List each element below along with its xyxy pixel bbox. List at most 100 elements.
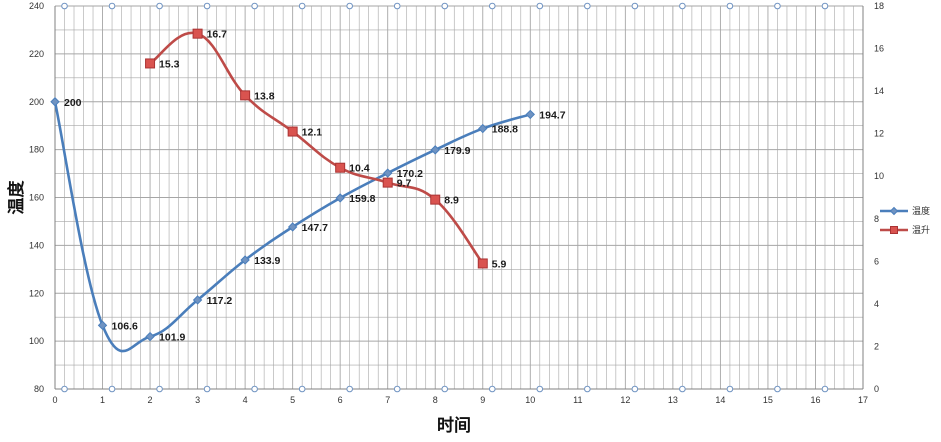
data-label: 117.2	[207, 295, 233, 307]
data-point	[287, 222, 298, 232]
data-point	[240, 90, 251, 101]
data-point	[430, 145, 440, 155]
legend-label: 温升	[912, 225, 930, 235]
data-point	[287, 126, 298, 137]
bottom-edge-marker	[726, 385, 734, 393]
data-label: 188.8	[492, 124, 518, 136]
axes: 0 1 2 3 4 5 6 7 8 9 10 11 12 13 14 15 16 1780100120140160…	[29, 1, 884, 405]
top-edge-marker	[441, 2, 449, 10]
data-point	[525, 109, 536, 120]
y2-tick-label: 14	[874, 86, 884, 96]
y-tick-label: 100	[29, 336, 44, 346]
y-tick-label: 80	[34, 384, 44, 394]
data-point	[382, 177, 393, 188]
bottom-edge-marker	[393, 385, 401, 393]
y-axis-title: 温度	[6, 180, 27, 215]
x-tick-label: 8	[433, 395, 438, 405]
x-tick-label: 1	[100, 395, 105, 405]
data-label: 5.9	[492, 258, 507, 270]
top-edge-marker	[774, 2, 781, 10]
data-point	[430, 194, 441, 205]
top-edge-marker	[108, 2, 116, 10]
bottom-edge-marker	[298, 385, 306, 393]
x-tick-label: 13	[668, 395, 678, 405]
top-edge-marker	[346, 2, 353, 10]
x-tick-label: 5	[290, 395, 295, 405]
data-labels: 200 106.6 101.9 117.2 133.9 147.7 159.8 170.2 17…	[64, 29, 566, 344]
y2-tick-label: 18	[874, 1, 884, 11]
data-point	[335, 193, 345, 203]
top-edge-marker	[251, 2, 258, 10]
data-point	[382, 168, 393, 178]
x-tick-label: 10	[525, 395, 535, 405]
y-tick-label: 140	[29, 240, 44, 250]
data-label: 106.6	[112, 320, 138, 332]
bottom-edge-marker	[61, 385, 68, 393]
y-tick-label: 240	[29, 1, 44, 11]
x-tick-label: 0	[52, 395, 57, 405]
y-tick-label: 120	[29, 288, 44, 298]
y2-tick-label: 12	[874, 129, 884, 139]
y-tick-label: 200	[29, 97, 44, 107]
series	[50, 28, 536, 353]
data-label: 101.9	[159, 332, 185, 344]
bottom-edge-marker	[156, 385, 163, 393]
bottom-edge-marker	[108, 385, 116, 393]
y2-tick-label: 16	[874, 44, 884, 54]
y2-tick-label: 6	[874, 256, 879, 266]
legend-label: 温度	[912, 205, 930, 216]
x-tick-label: 2	[148, 395, 153, 405]
bottom-edge-marker	[536, 385, 544, 393]
bottom-edge-marker	[774, 385, 781, 393]
y-tick-label: 220	[29, 49, 44, 59]
data-point	[145, 331, 155, 342]
legend-marker	[889, 206, 899, 216]
x-tick-label: 15	[763, 395, 773, 405]
data-point	[240, 255, 250, 265]
y2-tick-label: 2	[874, 341, 879, 351]
top-edge-marker	[156, 2, 163, 10]
bottom-edge-marker	[203, 385, 211, 393]
data-point	[97, 320, 108, 331]
bottom-edge-marker	[488, 385, 496, 393]
top-edge-marker	[298, 2, 306, 10]
data-label: 194.7	[539, 109, 565, 121]
data-label: 200	[64, 97, 82, 109]
bottom-edge-marker	[584, 385, 591, 393]
top-edge-marker	[536, 2, 544, 10]
x-axis-title: 时间	[437, 415, 471, 436]
y2-tick-label: 8	[874, 214, 879, 224]
top-edge-marker	[631, 2, 639, 10]
bottom-edge-marker	[346, 385, 353, 393]
data-label: 133.9	[254, 255, 280, 267]
x-tick-label: 14	[715, 395, 725, 405]
data-label: 9.7	[397, 178, 412, 190]
bottom-edge-marker	[631, 385, 639, 393]
y-tick-label: 180	[29, 145, 44, 155]
y2-tick-label: 10	[874, 171, 884, 181]
data-label: 16.7	[207, 29, 228, 41]
x-tick-label: 16	[810, 395, 820, 405]
top-edge-marker	[584, 2, 591, 10]
x-tick-label: 3	[195, 395, 200, 405]
top-edge-marker	[488, 2, 496, 10]
y-tick-label: 160	[29, 193, 44, 203]
bottom-edge-marker	[251, 385, 258, 393]
x-tick-label: 7	[385, 395, 390, 405]
data-label: 15.3	[159, 58, 180, 70]
data-point	[145, 58, 156, 69]
top-edge-marker	[726, 2, 734, 10]
top-edge-marker	[203, 2, 211, 10]
data-label: 159.8	[349, 193, 375, 205]
bottom-edge-marker	[821, 385, 829, 393]
data-label: 13.8	[254, 90, 275, 102]
data-label: 179.9	[444, 145, 470, 157]
data-point	[477, 258, 488, 269]
data-label: 147.7	[302, 222, 328, 234]
data-point	[335, 162, 346, 173]
data-point	[478, 123, 488, 134]
x-tick-label: 11	[573, 395, 582, 405]
x-tick-label: 12	[620, 395, 630, 405]
data-label: 8.9	[444, 195, 459, 207]
